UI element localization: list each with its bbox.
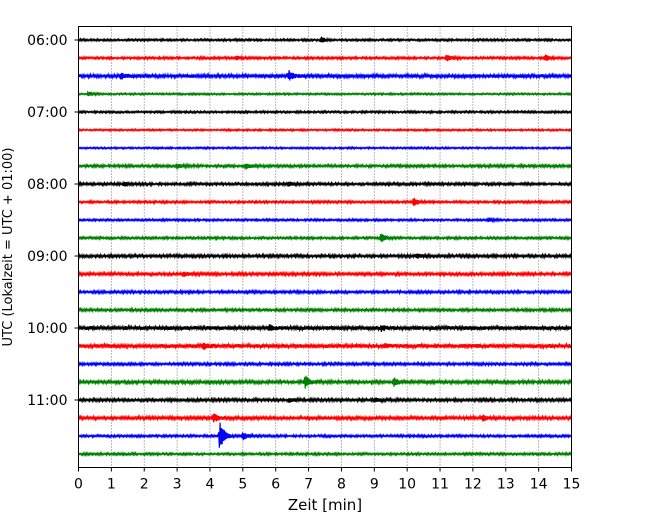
x-tick-label: 8 xyxy=(337,477,346,493)
x-axis-ticks: 0 1 2 3 4 5 6 7 8 9 10 11 12 13 14 15 xyxy=(74,467,581,493)
trace-0600 xyxy=(77,36,573,43)
trace-0800 xyxy=(77,180,573,188)
trace-0930 xyxy=(77,288,573,296)
x-tick-label: 0 xyxy=(74,477,83,493)
x-axis-label: Zeit [min] xyxy=(288,496,362,514)
y-tick-label: 07:00 xyxy=(27,105,67,121)
x-tick-label: 10 xyxy=(398,477,416,493)
trace-1030 xyxy=(77,360,573,368)
trace-1000 xyxy=(77,323,573,333)
x-tick-label: 11 xyxy=(431,477,449,493)
y-axis-label: UTC (Lokalzeit = UTC + 01:00) xyxy=(1,148,16,347)
trace-1130 xyxy=(77,422,573,448)
y-tick-label: 10:00 xyxy=(27,321,67,337)
x-tick-label: 14 xyxy=(530,477,548,493)
trace-0730 xyxy=(78,145,572,151)
x-tick-label: 7 xyxy=(304,477,313,493)
y-tick-label: 11:00 xyxy=(27,393,67,409)
x-tick-label: 15 xyxy=(563,477,581,493)
trace-0830 xyxy=(77,216,573,224)
x-tick-label: 6 xyxy=(271,477,280,493)
trace-1100 xyxy=(77,396,573,404)
x-tick-label: 2 xyxy=(140,477,149,493)
y-tick-label: 09:00 xyxy=(27,249,67,265)
trace-0945 xyxy=(77,306,573,314)
trace-0900 xyxy=(77,252,573,260)
trace-1015 xyxy=(77,341,573,351)
x-tick-label: 1 xyxy=(107,477,116,493)
trace-0745 xyxy=(77,162,573,170)
x-tick-label: 5 xyxy=(238,477,247,493)
trace-0615 xyxy=(77,54,573,62)
y-tick-label: 08:00 xyxy=(27,177,67,193)
y-axis-ticks: 06:00 07:00 08:00 09:00 10:00 11:00 xyxy=(27,33,79,409)
x-tick-label: 9 xyxy=(370,477,379,493)
trace-0645 xyxy=(77,90,573,98)
trace-1045 xyxy=(77,375,573,389)
trace-0700 xyxy=(77,109,573,115)
x-tick-label: 3 xyxy=(173,477,182,493)
x-tick-label: 4 xyxy=(206,477,215,493)
trace-0630 xyxy=(77,70,573,81)
seismogram-traces xyxy=(77,36,573,458)
x-tick-label: 12 xyxy=(464,477,482,493)
trace-1145 xyxy=(77,450,573,458)
x-tick-label: 13 xyxy=(497,477,515,493)
trace-1115 xyxy=(77,413,573,423)
plot-frame xyxy=(78,26,572,468)
trace-0845 xyxy=(77,233,573,242)
trace-0815 xyxy=(77,197,573,206)
y-tick-label: 06:00 xyxy=(27,33,67,49)
trace-0915 xyxy=(77,270,573,278)
trace-0715 xyxy=(77,127,572,133)
